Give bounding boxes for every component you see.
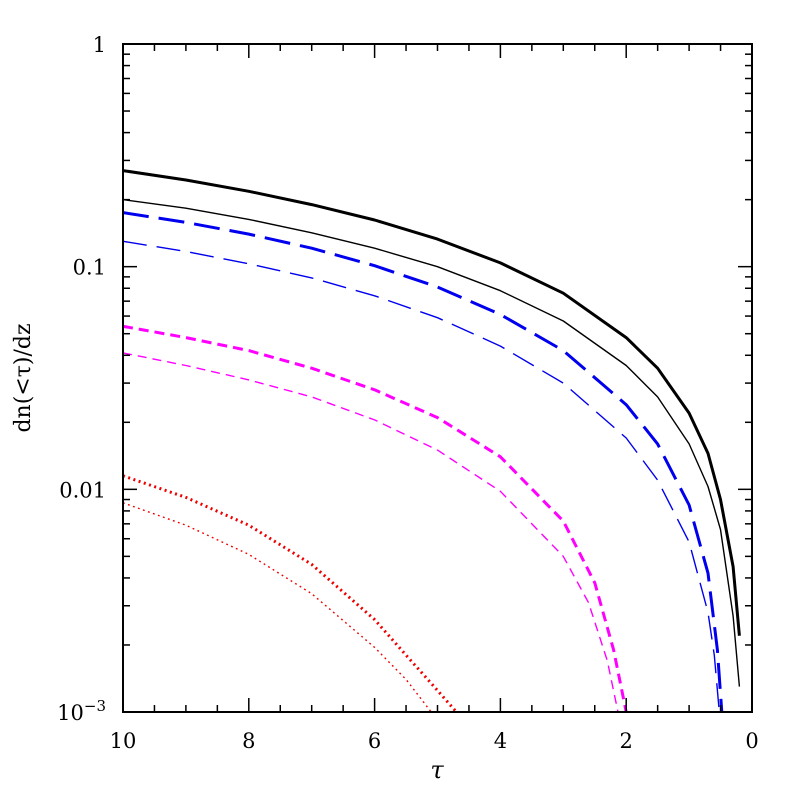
x-tick-label: 6: [368, 729, 381, 753]
x-tick-label: 4: [494, 729, 507, 753]
ticks-group: [122, 44, 753, 713]
y-tick-label: 0.1: [73, 256, 106, 280]
y-tick-label: 0.01: [59, 478, 106, 502]
x-tick-label: 10: [110, 729, 137, 753]
x-axis-title: τ: [430, 756, 444, 784]
series-line-8: [123, 502, 432, 712]
x-tick-label: 2: [620, 729, 633, 753]
y-tick-label: 1: [93, 33, 106, 57]
x-tick-label: 0: [745, 729, 758, 753]
series-line-7: [123, 474, 458, 712]
series-line-2: [123, 198, 741, 687]
series-line-3: [123, 211, 724, 712]
x-tick-label: 8: [242, 729, 255, 753]
series-line-6: [123, 352, 619, 712]
series-group: [123, 169, 741, 712]
y-axis-title: dn(<τ)/dz: [11, 323, 36, 432]
series-line-1: [123, 169, 741, 636]
tick-labels-group: 10 8 6 4 2 0 1 0.1 0.01 10−3: [57, 33, 759, 753]
series-line-4: [123, 240, 720, 712]
y-tick-label: 10−3: [57, 697, 106, 725]
series-line-5: [123, 324, 628, 712]
plot-frame: [122, 43, 753, 713]
